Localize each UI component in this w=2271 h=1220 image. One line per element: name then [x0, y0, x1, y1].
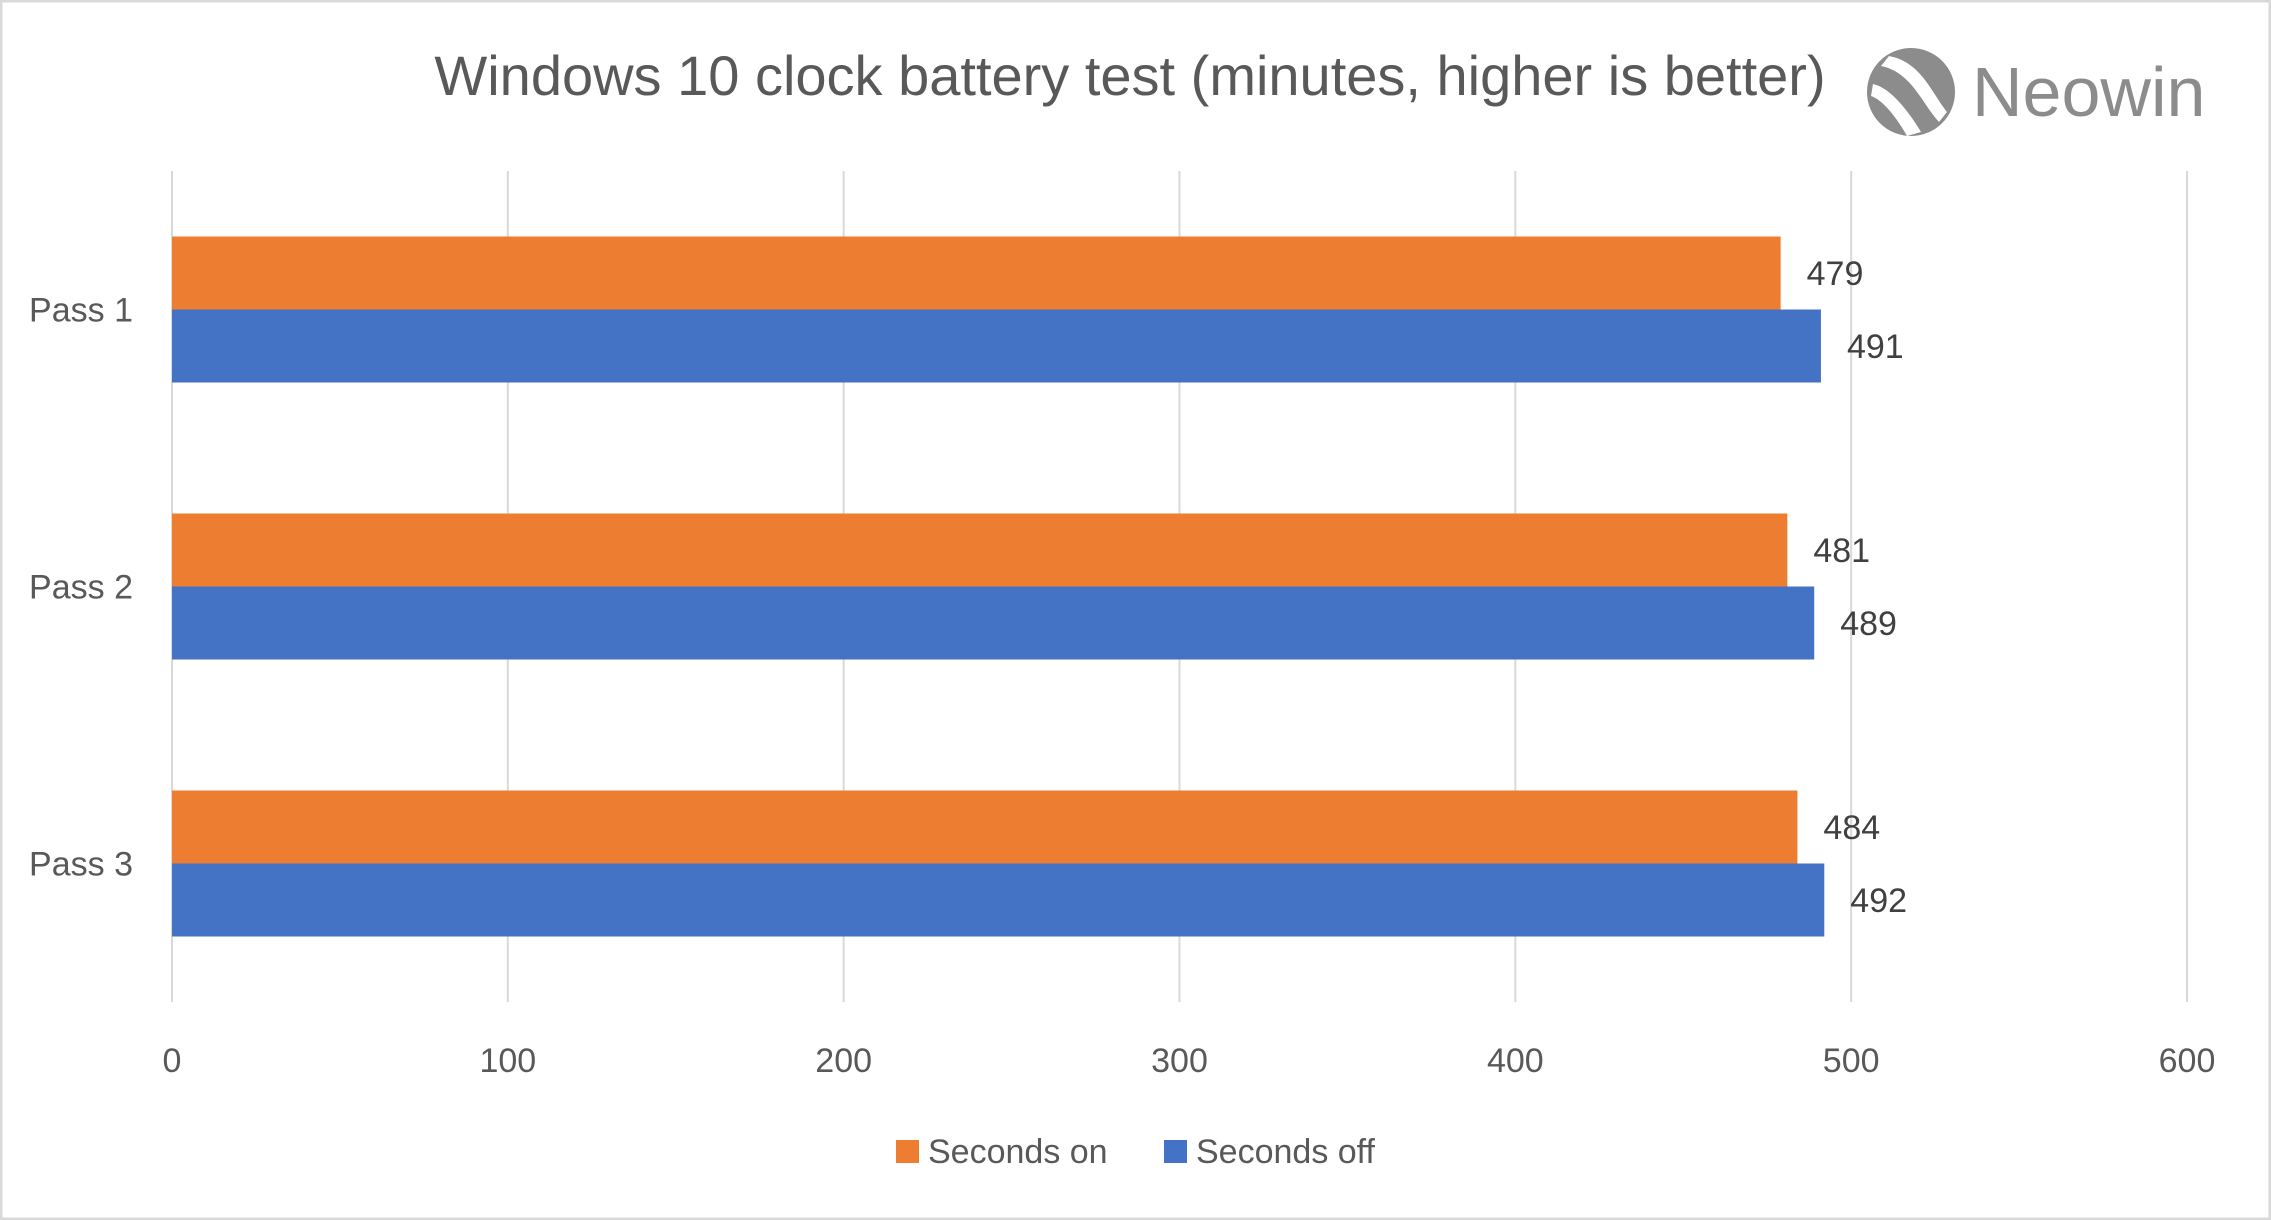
bar-seconds-on — [172, 790, 1798, 864]
category-label: Pass 3 — [29, 846, 133, 884]
data-label: 479 — [1807, 255, 1864, 293]
x-tick-label: 400 — [1487, 1042, 1544, 1080]
neowin-logo-icon — [1867, 48, 1955, 136]
bars: 479 491 481 489 484 492 — [172, 236, 1907, 937]
x-tick-label: 300 — [1151, 1042, 1208, 1080]
legend-swatch — [1164, 1140, 1187, 1163]
data-label: 492 — [1850, 882, 1907, 920]
data-label: 491 — [1847, 328, 1904, 366]
bar-seconds-off — [172, 586, 1815, 660]
bar-seconds-on — [172, 513, 1788, 587]
chart-title: Windows 10 clock battery test (minutes, … — [434, 44, 1825, 107]
data-label: 481 — [1813, 532, 1870, 570]
x-tick-label: 200 — [815, 1042, 872, 1080]
data-label: 489 — [1840, 605, 1897, 643]
x-tick-label: 0 — [163, 1042, 182, 1080]
x-tick-label: 600 — [2159, 1042, 2216, 1080]
category-label: Pass 1 — [29, 292, 133, 330]
legend-swatch — [896, 1140, 919, 1163]
y-axis-categories: Pass 1 Pass 2 Pass 3 — [29, 292, 133, 884]
x-tick-label: 100 — [479, 1042, 536, 1080]
neowin-watermark: Neowin — [1972, 53, 2205, 131]
legend: Seconds on Seconds off — [896, 1133, 1376, 1171]
bar-seconds-off — [172, 309, 1821, 383]
category-label: Pass 2 — [29, 569, 133, 607]
legend-label: Seconds on — [928, 1133, 1108, 1171]
x-axis-ticks: 0 100 200 300 400 500 600 — [163, 1042, 2216, 1080]
legend-label: Seconds off — [1196, 1133, 1376, 1171]
x-tick-label: 500 — [1823, 1042, 1880, 1080]
data-label: 484 — [1823, 809, 1880, 847]
bar-seconds-on — [172, 236, 1781, 310]
bar-seconds-off — [172, 863, 1825, 937]
